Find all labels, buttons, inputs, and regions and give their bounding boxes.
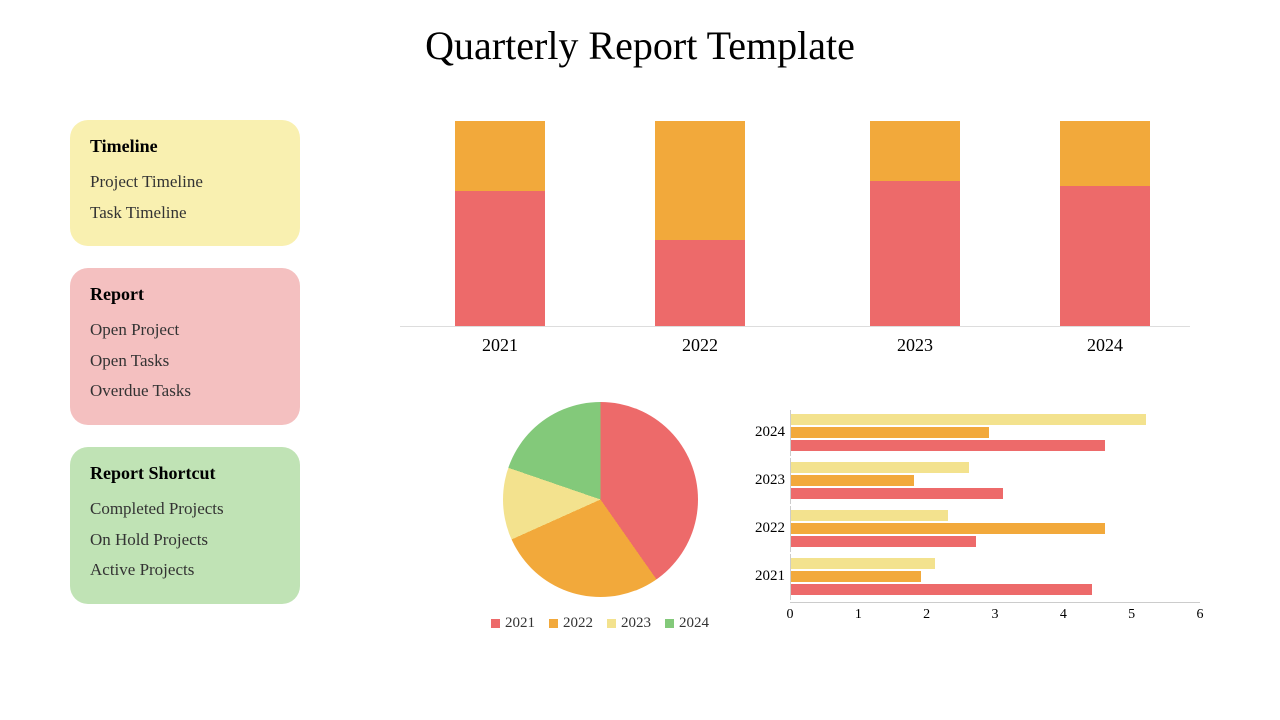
card-item[interactable]: Task Timeline (90, 198, 280, 229)
bar-xlabel: 2023 (870, 335, 960, 356)
hbar-plot (790, 554, 1200, 600)
hbar-orange (791, 523, 1105, 534)
hbar-xaxis: 0123456 (790, 602, 1200, 626)
hbar-tick: 3 (992, 607, 999, 623)
legend-swatch (549, 619, 558, 628)
bar-segment (1060, 186, 1150, 326)
bar-segment (655, 240, 745, 326)
hbar-red (791, 440, 1105, 451)
legend-swatch (491, 619, 500, 628)
legend-item-2024: 2024 (665, 615, 709, 632)
hbar-orange (791, 475, 914, 486)
hbar-yellow (791, 510, 948, 521)
page-title: Quarterly Report Template (0, 0, 1280, 79)
pie-chart-container: 2021 2022 2023 2024 (480, 402, 720, 632)
card-item[interactable]: Open Tasks (90, 346, 280, 377)
hbar-tick: 2 (923, 607, 930, 623)
hbar-tick: 6 (1197, 607, 1204, 623)
legend-swatch (665, 619, 674, 628)
hbar-ylabel: 2023 (740, 472, 785, 489)
legend-label: 2022 (563, 615, 593, 632)
sidebar-card-2: Report Shortcut Completed ProjectsOn Hold… (70, 447, 300, 604)
hbar-tick: 4 (1060, 607, 1067, 623)
hbar-yellow (791, 462, 969, 473)
hbar-ylabel: 2024 (740, 424, 785, 441)
hbar-yellow (791, 414, 1146, 425)
hbar-orange (791, 427, 989, 438)
hbar-row-2023: 2023 (790, 458, 1210, 504)
legend-item-2021: 2021 (491, 615, 535, 632)
horizontal-bar-chart: 2024202320222021 0 1 2 3 4 5 6 (790, 410, 1210, 626)
legend-label: 2024 (679, 615, 709, 632)
pie-chart (503, 402, 698, 597)
hbar-tick: 1 (855, 607, 862, 623)
card-title: Report Shortcut (90, 463, 280, 484)
card-item[interactable]: On Hold Projects (90, 525, 280, 556)
hbar-plot (790, 458, 1200, 504)
hbar-yellow (791, 558, 935, 569)
legend-swatch (607, 619, 616, 628)
sidebar-card-0: Timeline Project TimelineTask Timeline (70, 120, 300, 246)
bar-xlabel: 2022 (655, 335, 745, 356)
sidebar: Timeline Project TimelineTask Timeline Re… (70, 120, 300, 626)
card-item[interactable]: Open Project (90, 315, 280, 346)
legend-item-2023: 2023 (607, 615, 651, 632)
legend-label: 2021 (505, 615, 535, 632)
stacked-bar-chart (400, 112, 1190, 327)
hbar-orange (791, 571, 921, 582)
bar-chart-xaxis: 2021 2022 2023 2024 (400, 335, 1190, 365)
bar-xlabel: 2024 (1060, 335, 1150, 356)
card-title: Report (90, 284, 280, 305)
hbar-red (791, 584, 1092, 595)
bar-segment (655, 121, 745, 240)
card-item[interactable]: Project Timeline (90, 167, 280, 198)
card-item[interactable]: Active Projects (90, 555, 280, 586)
hbar-row-2021: 2021 (790, 554, 1210, 600)
pie-legend: 2021 2022 2023 2024 (480, 615, 720, 632)
card-item[interactable]: Overdue Tasks (90, 376, 280, 407)
hbar-plot (790, 506, 1200, 552)
hbar-red (791, 536, 976, 547)
bar-segment (455, 121, 545, 191)
sidebar-card-1: Report Open ProjectOpen TasksOverdue Task… (70, 268, 300, 425)
card-item[interactable]: Completed Projects (90, 494, 280, 525)
card-title: Timeline (90, 136, 280, 157)
hbar-ylabel: 2021 (740, 568, 785, 585)
hbar-plot (790, 410, 1200, 456)
hbar-row-2024: 2024 (790, 410, 1210, 456)
bar-segment (870, 181, 960, 326)
bar-segment (870, 121, 960, 181)
bar-xlabel: 2021 (455, 335, 545, 356)
hbar-red (791, 488, 1003, 499)
legend-item-2022: 2022 (549, 615, 593, 632)
hbar-tick: 5 (1128, 607, 1135, 623)
bar-segment (1060, 121, 1150, 186)
hbar-tick: 0 (787, 607, 794, 623)
hbar-row-2022: 2022 (790, 506, 1210, 552)
legend-label: 2023 (621, 615, 651, 632)
hbar-ylabel: 2022 (740, 520, 785, 537)
chart-area: 2021202220232024 2021202220232024 202420… (400, 112, 1220, 365)
bar-segment (455, 191, 545, 326)
